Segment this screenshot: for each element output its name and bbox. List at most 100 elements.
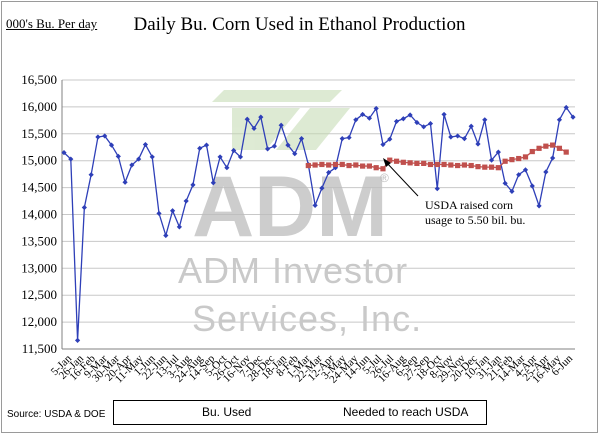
series-needed-point — [400, 159, 406, 165]
series-bu-used-point — [563, 104, 569, 111]
series-needed-point — [421, 160, 427, 166]
series-bu-used-point — [461, 136, 468, 142]
series-bu-used-point — [210, 180, 216, 186]
series-needed-point — [516, 155, 522, 162]
series-bu-used-point — [244, 116, 250, 122]
watermark-line1: ADM Investor — [178, 250, 409, 291]
series-bu-used-point — [529, 183, 535, 189]
series-bu-used-point — [468, 123, 474, 129]
y-tick-label: 15,000 — [21, 153, 57, 168]
series-bu-used-point — [237, 154, 244, 160]
series-bu-used-point — [176, 224, 182, 230]
gridlines — [61, 79, 575, 350]
series-bu-used-point — [400, 116, 406, 122]
series-bu-used-point — [373, 105, 379, 112]
series-needed-point — [407, 160, 413, 166]
adm-logo-text: ADM — [192, 159, 388, 255]
series-needed-point — [502, 158, 508, 164]
y-axis-ticks: 11,500 12,000 12,500 13,000 13,500 14,000 14,5… — [21, 72, 57, 356]
series-needed-point — [536, 145, 542, 151]
series-bu-used-point — [441, 111, 447, 118]
annotation-arrow-line — [385, 161, 419, 197]
annotation-line1: USDA raised corn — [425, 198, 513, 212]
series-bu-used-point — [68, 156, 74, 162]
series-needed-point — [543, 143, 549, 149]
series-bu-used-point — [136, 156, 142, 162]
legend-label-needed: Needed to reach USDA — [343, 405, 469, 419]
series-needed-point — [360, 163, 366, 169]
series-needed-point — [414, 160, 420, 166]
series-needed-point — [319, 161, 325, 168]
series-bu-used-point — [231, 147, 237, 154]
series-needed-point — [346, 162, 352, 169]
series-needed-point — [427, 161, 434, 168]
series-needed-point — [387, 157, 393, 163]
logo-bar-3 — [276, 108, 350, 150]
series-bu-used-point — [414, 119, 420, 126]
series-needed-point — [373, 165, 379, 171]
logo-bar-1 — [212, 90, 342, 102]
series-bu-used-point — [475, 141, 481, 147]
series-bu-used-point — [156, 210, 162, 217]
series-bu-used-point — [203, 142, 210, 148]
series-bu-used-point — [448, 134, 454, 140]
annotation-line2: usage to 5.50 bil. bu. — [425, 213, 526, 227]
series-needed-point — [509, 157, 515, 163]
series-bu-used-point — [292, 151, 298, 157]
series-bu-used-point — [285, 142, 291, 148]
series-bu-used-point — [265, 146, 271, 152]
series-bu-used-point — [536, 203, 542, 209]
annotation-arrow — [383, 158, 419, 197]
y-tick-label: 15,500 — [21, 126, 57, 141]
series-bu-used-point — [522, 167, 529, 173]
series-bu-used-point — [129, 162, 135, 168]
series-bu-used-point — [108, 142, 115, 148]
series-needed-point — [353, 162, 359, 168]
series-needed-point — [550, 142, 556, 148]
series-needed-point — [441, 161, 447, 168]
series-bu-used-point — [163, 232, 169, 239]
series-needed-point — [461, 162, 468, 168]
series-bu-used-point — [455, 133, 461, 139]
series-needed-point — [339, 161, 345, 168]
series-bu-used-point — [217, 154, 223, 160]
series-needed-point — [434, 161, 440, 168]
series-bu-used-point — [509, 188, 515, 194]
series-bu-used-point — [81, 204, 87, 211]
y-tick-label: 12,500 — [21, 287, 57, 302]
series-bu-used-point — [488, 157, 495, 163]
y-tick-label: 13,500 — [21, 233, 57, 248]
series-needed-point — [563, 149, 569, 155]
watermark-line2: Services, Inc. — [192, 298, 423, 339]
series-bu-used-point — [502, 180, 508, 186]
series-bu-used-point — [366, 115, 372, 121]
series-needed-point — [366, 163, 372, 169]
series-needed-point — [332, 161, 339, 168]
series-bu-used-point — [224, 165, 230, 171]
series-bu-used-point — [353, 117, 359, 123]
series-bu-used-point — [360, 111, 366, 118]
series-bu-used-point — [550, 155, 556, 161]
series-bu-used-point — [387, 136, 393, 142]
series-bu-used-point — [149, 154, 155, 160]
series-bu-used-point — [421, 124, 427, 130]
series-needed-point — [326, 162, 332, 168]
series-bu-used-point — [190, 182, 196, 188]
series-bu-used-point — [102, 133, 108, 139]
series-bu-used-point — [326, 169, 332, 176]
y-tick-label: 11,500 — [22, 341, 57, 356]
series-bu-used-point — [95, 134, 101, 140]
series-bu-used-point — [427, 120, 434, 127]
y-tick-label: 14,000 — [21, 207, 57, 222]
y-tick-label: 14,500 — [21, 180, 57, 195]
series-needed-point — [488, 164, 495, 170]
legend-label-bu-used: Bu. Used — [202, 405, 252, 419]
series-bu-used-point — [115, 153, 121, 159]
series-bu-used-point — [543, 169, 549, 175]
series-needed-point — [495, 165, 501, 171]
series-needed-point — [393, 158, 400, 164]
series-bu-used-point — [407, 112, 413, 118]
units-label: 000's Bu. Per day — [6, 16, 98, 31]
series-bu-used-point — [393, 118, 400, 125]
